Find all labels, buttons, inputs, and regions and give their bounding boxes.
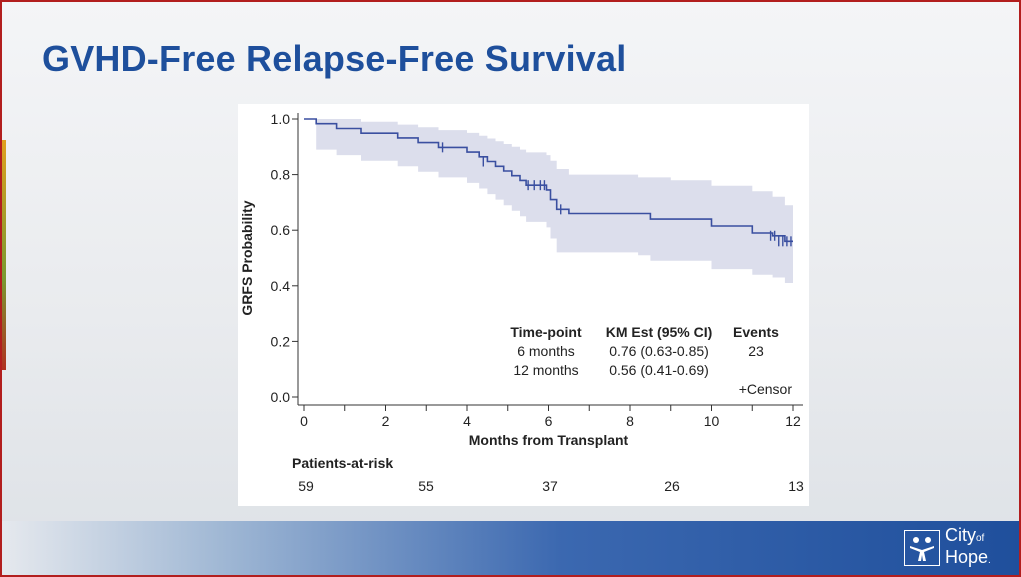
ci-band [304,119,793,283]
city-of-hope-logo: Cityof Hope. [904,526,991,570]
summary-table-header: Time-point [510,324,582,340]
x-tick-label: 0 [300,413,308,429]
chart-panel: 0.0 0.2 0.4 0.6 0.8 1.0 0 2 4 6 8 10 12 Months from T… [238,104,809,506]
risk-value: 59 [298,478,314,494]
summary-table-cell: 6 months [517,343,575,359]
x-tick-label: 10 [704,413,720,429]
summary-table-cell: 23 [748,343,764,359]
summary-table-cell: 12 months [513,362,578,378]
x-axis-label: Months from Transplant [469,432,629,448]
censor-marks-layer [441,142,792,247]
y-tick-label: 0.6 [271,222,291,238]
people-icon [910,537,934,561]
summary-table-cell: 0.56 (0.41-0.69) [609,362,709,378]
km-survival-line [304,118,793,243]
footer-band [0,521,1021,575]
x-tick-label: 4 [463,413,471,429]
risk-value: 37 [542,478,558,494]
risk-value: 26 [664,478,680,494]
x-tick-label: 8 [626,413,634,429]
x-tick-label: 2 [382,413,390,429]
logo-text: Cityof Hope. [945,526,991,570]
x-tick-label: 6 [545,413,553,429]
logo-hope: Hope [945,547,989,567]
y-axis-label: GRFS Probability [239,200,255,315]
summary-table-header: KM Est (95% CI) [606,324,713,340]
x-tick-label: 12 [785,413,801,429]
risk-value: 55 [418,478,434,494]
logo-figures-icon [904,530,940,566]
chart-text-layer: 0.0 0.2 0.4 0.6 0.8 1.0 0 2 4 6 8 10 12 Months from T… [239,111,801,448]
ci-band-layer [304,119,793,283]
y-tick-label: 0.0 [271,389,291,405]
y-tick-label: 0.8 [271,167,291,183]
survival-line-layer [304,118,793,243]
risk-value: 13 [788,478,804,494]
summary-table-header: Events [733,324,779,340]
km-chart: 0.0 0.2 0.4 0.6 0.8 1.0 0 2 4 6 8 10 12 Months from T… [239,111,803,448]
risk-table-title: Patients-at-risk [292,455,394,471]
logo-city: City [945,525,976,545]
slide-title: GVHD-Free Relapse-Free Survival [42,38,627,79]
logo-dot: . [988,555,991,566]
logo-of: of [976,533,985,544]
y-tick-label: 0.4 [271,278,291,294]
censor-note: +Censor [739,381,793,397]
y-tick-label: 0.2 [271,333,291,349]
axes-layer [292,113,803,411]
left-accent-bar [0,140,6,370]
y-tick-label: 1.0 [271,111,291,127]
summary-table-cell: 0.76 (0.63-0.85) [609,343,709,359]
